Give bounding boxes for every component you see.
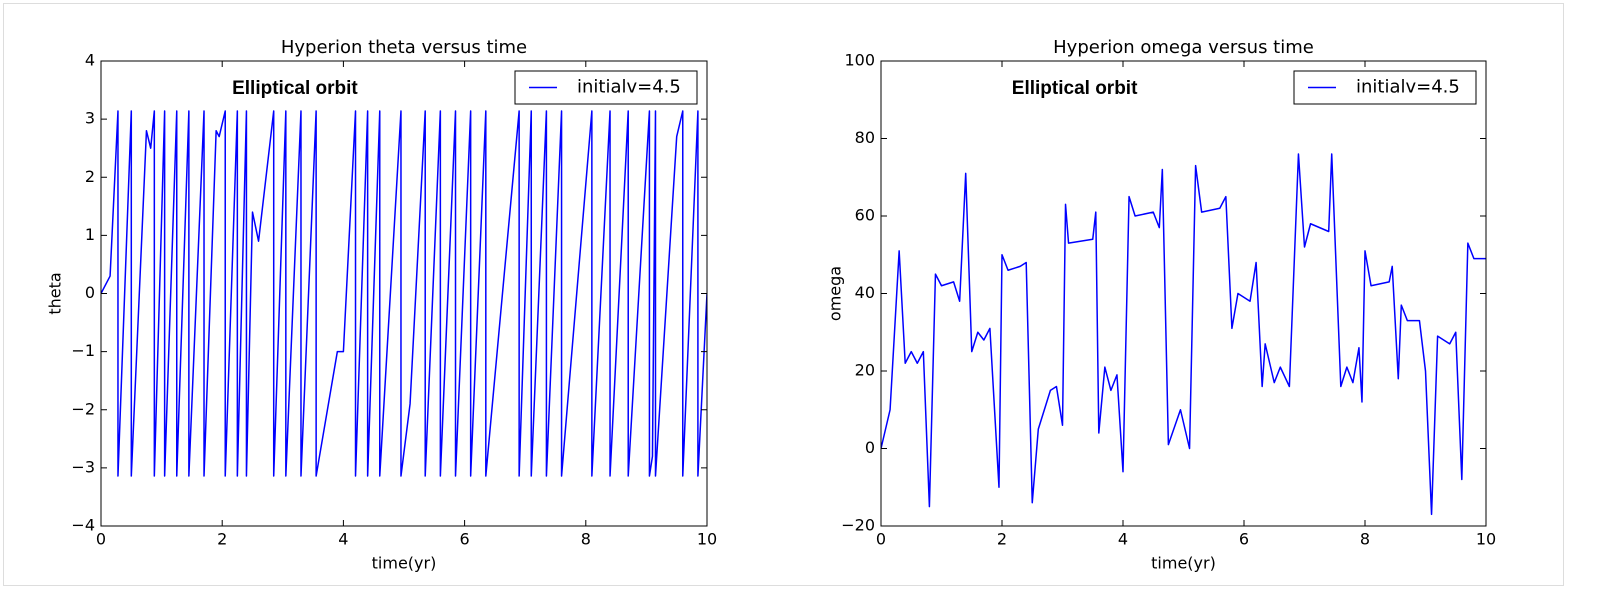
x-tick-label: 2	[217, 530, 227, 549]
y-tick-label: 20	[855, 361, 875, 380]
y-tick-label: −4	[71, 516, 95, 535]
x-tick-label: 4	[1118, 530, 1128, 549]
legend-label: initialv=4.5	[577, 77, 681, 98]
data-line	[101, 110, 707, 477]
x-tick-label: 10	[697, 530, 717, 549]
x-tick-label: 6	[460, 530, 470, 549]
y-tick-label: −1	[71, 341, 95, 360]
y-tick-label: 3	[85, 109, 95, 128]
y-tick-label: 40	[855, 283, 875, 302]
legend-label: initialv=4.5	[1356, 77, 1460, 98]
y-tick-label: 80	[855, 128, 875, 147]
x-tick-label: 0	[876, 530, 886, 549]
x-tick-label: 0	[96, 530, 106, 549]
chart-title: Hyperion theta versus time	[281, 37, 527, 58]
x-axis-label: time(yr)	[372, 554, 437, 573]
y-axis-label: theta	[46, 272, 65, 314]
chart-title: Hyperion omega versus time	[1053, 37, 1314, 58]
x-tick-label: 6	[1239, 530, 1249, 549]
x-tick-label: 8	[581, 530, 591, 549]
annotation: Elliptical orbit	[1012, 78, 1138, 99]
y-tick-label: 60	[855, 206, 875, 225]
data-line	[881, 153, 1486, 516]
x-tick-label: 2	[997, 530, 1007, 549]
y-tick-label: 0	[865, 438, 875, 457]
y-tick-label: −3	[71, 457, 95, 476]
x-tick-label: 4	[338, 530, 348, 549]
y-tick-label: 4	[85, 51, 95, 70]
y-tick-label: −2	[71, 399, 95, 418]
y-tick-label: 0	[85, 283, 95, 302]
y-axis-label: omega	[826, 266, 845, 321]
y-tick-label: 1	[85, 225, 95, 244]
x-axis-label: time(yr)	[1151, 554, 1216, 573]
x-tick-label: 10	[1476, 530, 1496, 549]
x-tick-label: 8	[1360, 530, 1370, 549]
y-tick-label: 100	[844, 51, 875, 70]
y-tick-label: −20	[841, 516, 875, 535]
annotation: Elliptical orbit	[232, 78, 358, 99]
y-tick-label: 2	[85, 167, 95, 186]
